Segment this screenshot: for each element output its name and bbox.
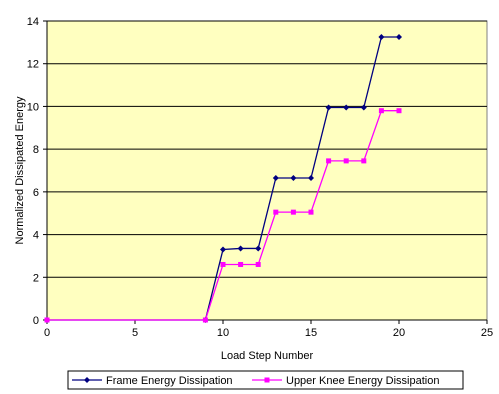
grid-lines xyxy=(47,20,487,278)
x-tick-label: 0 xyxy=(44,327,50,339)
y-axis-title: Normalized Dissipated Energy xyxy=(14,96,26,244)
data-point xyxy=(326,158,332,164)
x-tick-label: 10 xyxy=(217,327,229,339)
x-axis-title: Load Step Number xyxy=(221,350,314,362)
legend-marker xyxy=(264,377,270,383)
data-point xyxy=(290,174,297,181)
legend-label: Frame Energy Dissipation xyxy=(106,375,233,387)
y-tick-label: 0 xyxy=(33,315,39,327)
data-point xyxy=(378,108,384,114)
data-point xyxy=(220,246,226,253)
data-point xyxy=(272,174,279,181)
y-tick-label: 4 xyxy=(33,230,39,242)
data-point xyxy=(202,317,208,323)
y-tick-label: 14 xyxy=(27,16,39,28)
data-point xyxy=(343,158,349,164)
data-point xyxy=(396,108,402,114)
tick-labels: 0 2 4 6 8 10 12 14 0 5 10 15 20 25 xyxy=(27,16,493,339)
data-point xyxy=(308,209,314,215)
legend-marker xyxy=(84,377,90,383)
x-tick-label: 15 xyxy=(305,327,317,339)
data-point xyxy=(325,104,332,111)
plot-area xyxy=(46,20,488,321)
data-point xyxy=(396,34,402,41)
y-tick-label: 2 xyxy=(33,272,39,284)
y-tick-label: 12 xyxy=(27,59,39,71)
legend-items: Frame Energy Dissipation Upper Knee Energ… xyxy=(72,375,439,387)
data-point xyxy=(308,174,314,181)
data-point xyxy=(360,104,367,111)
data-point xyxy=(237,245,244,252)
data-point xyxy=(273,209,279,215)
x-tick-label: 20 xyxy=(393,327,405,339)
legend: Frame Energy Dissipation Upper Knee Energ… xyxy=(67,370,464,390)
data-point xyxy=(44,317,50,323)
data-point xyxy=(361,158,367,164)
data-point xyxy=(343,104,350,111)
data-point xyxy=(290,209,296,215)
data-point xyxy=(238,261,244,267)
x-tick-label: 25 xyxy=(481,327,493,339)
y-tick-label: 6 xyxy=(33,187,39,199)
y-tick-label: 8 xyxy=(33,144,39,156)
data-point xyxy=(220,261,226,267)
data-point xyxy=(378,34,385,41)
x-tick-label: 5 xyxy=(132,327,138,339)
data-point xyxy=(255,245,262,252)
y-tick-label: 10 xyxy=(27,101,39,113)
legend-label: Upper Knee Energy Dissipation xyxy=(286,375,439,387)
data-point xyxy=(255,261,261,267)
series-2 xyxy=(44,108,402,323)
series-lines xyxy=(44,34,402,323)
